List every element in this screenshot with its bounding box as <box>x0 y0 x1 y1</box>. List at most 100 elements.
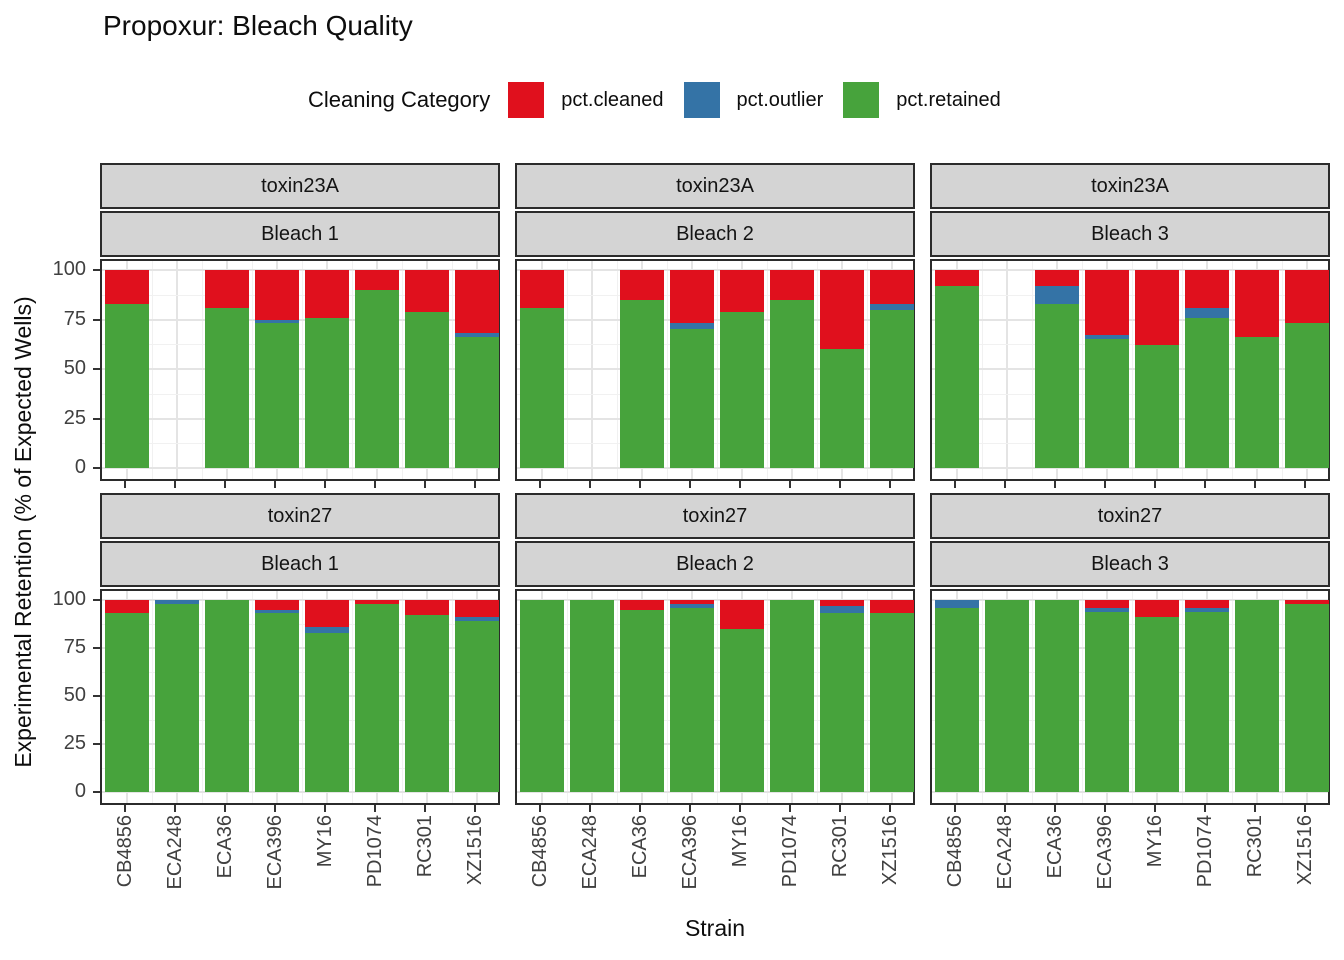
bar-segment-retained <box>455 337 499 468</box>
bar-segment-cleaned <box>355 600 399 604</box>
x-tick-label: PD1074 <box>1194 815 1216 888</box>
gridline-h <box>102 743 498 745</box>
gridline-v <box>302 261 303 479</box>
x-tick <box>954 481 956 488</box>
x-tick <box>274 805 276 812</box>
x-tick-label: ECA248 <box>579 815 601 890</box>
x-tick-label: MY16 <box>314 815 336 868</box>
gridline-h <box>102 393 498 395</box>
gridline-h <box>517 672 913 673</box>
gridline-h <box>517 768 913 769</box>
bar-segment-outlier <box>155 600 199 604</box>
gridline-v <box>817 591 818 803</box>
gridline-h <box>932 467 1328 469</box>
x-tick <box>689 481 691 488</box>
gridline-v <box>867 591 868 803</box>
bar-segment-retained <box>620 299 664 468</box>
x-tick <box>539 805 541 812</box>
bar-segment-cleaned <box>105 270 149 304</box>
chart-title: Propoxur: Bleach Quality <box>103 10 413 41</box>
x-tick <box>1054 805 1056 812</box>
gridline-h <box>102 791 498 793</box>
gridline-h <box>517 624 913 625</box>
bar-segment-retained <box>720 628 764 792</box>
gridline-h <box>517 368 913 370</box>
y-tick <box>93 695 100 697</box>
bar-segment-retained <box>205 600 249 792</box>
facet-panel <box>515 589 915 805</box>
x-tick <box>954 805 956 812</box>
x-tick-label: CB4856 <box>529 815 551 888</box>
facet-strip-bleach: Bleach 3 <box>930 211 1330 257</box>
facet-panel <box>930 259 1330 481</box>
facet-strip-bleach: Bleach 1 <box>100 541 500 587</box>
x-tick-label: ECA36 <box>1044 815 1066 879</box>
x-tick <box>839 481 841 488</box>
gridline-v <box>1082 261 1083 479</box>
gridline-h <box>932 294 1328 296</box>
gridline-h <box>932 768 1328 769</box>
x-tick-label: RC301 <box>829 815 851 878</box>
x-tick <box>1004 805 1006 812</box>
gridline-v <box>402 261 403 479</box>
y-tick <box>93 318 100 321</box>
x-tick-label: ECA396 <box>679 815 701 890</box>
gridline-h <box>932 695 1328 697</box>
legend-item-cleaned: pct.cleaned <box>508 82 664 118</box>
bar-segment-cleaned <box>620 600 664 610</box>
bar-segment-retained <box>870 309 914 468</box>
bar-segment-cleaned <box>770 270 814 300</box>
bar-segment-outlier <box>1085 607 1129 612</box>
gridline-h <box>932 599 1328 601</box>
bar-segment-cleaned <box>720 600 764 629</box>
bar-segment-cleaned <box>355 270 399 290</box>
gridline-v <box>1282 261 1283 479</box>
bar-segment-cleaned <box>620 270 664 300</box>
gridline-v <box>667 261 668 479</box>
gridline-v <box>867 261 868 479</box>
x-tick <box>174 481 176 488</box>
bar-segment-cleaned <box>670 270 714 324</box>
bar-segment-cleaned <box>255 270 299 320</box>
gridline-v <box>202 591 203 803</box>
gridline-v <box>1282 591 1283 803</box>
gridline-v <box>717 261 718 479</box>
bar-segment-retained <box>455 621 499 792</box>
gridline-v <box>302 591 303 803</box>
gridline-v <box>1082 591 1083 803</box>
x-tick <box>839 805 841 812</box>
x-axis-title: Strain <box>684 915 746 941</box>
x-tick-label: XZ1516 <box>1294 815 1316 886</box>
gridline-h <box>932 417 1328 420</box>
bar-segment-cleaned <box>205 270 249 308</box>
y-tick <box>93 791 100 793</box>
gridline-v <box>1182 591 1183 803</box>
bar-segment-cleaned <box>455 600 499 618</box>
gridline-h <box>517 417 913 420</box>
plot-area <box>932 269 1329 469</box>
gridline-h <box>517 695 913 697</box>
y-tick <box>93 743 100 745</box>
bar-segment-cleaned <box>405 270 449 312</box>
x-tick <box>539 481 541 488</box>
bar-segment-outlier <box>820 605 864 614</box>
bar-segment-retained <box>1285 323 1329 468</box>
gridline-v <box>667 591 668 803</box>
x-tick-label: ECA396 <box>1094 815 1116 890</box>
bar-segment-cleaned <box>935 270 979 286</box>
bar-segment-cleaned <box>455 270 499 334</box>
facet-strip-toxin: toxin27 <box>100 493 500 539</box>
x-tick <box>474 805 476 812</box>
bar-segment-retained <box>770 600 814 792</box>
bar-segment-cleaned <box>670 600 714 604</box>
gridline-v <box>982 261 983 479</box>
bar-segment-retained <box>405 311 449 468</box>
legend-label-retained: pct.retained <box>896 88 1001 111</box>
x-tick <box>424 481 426 488</box>
x-tick <box>1204 805 1206 812</box>
y-tick-label: 100 <box>52 588 86 610</box>
y-tick-label: 0 <box>74 780 86 802</box>
gridline-v <box>817 261 818 479</box>
x-tick-label: MY16 <box>729 815 751 868</box>
